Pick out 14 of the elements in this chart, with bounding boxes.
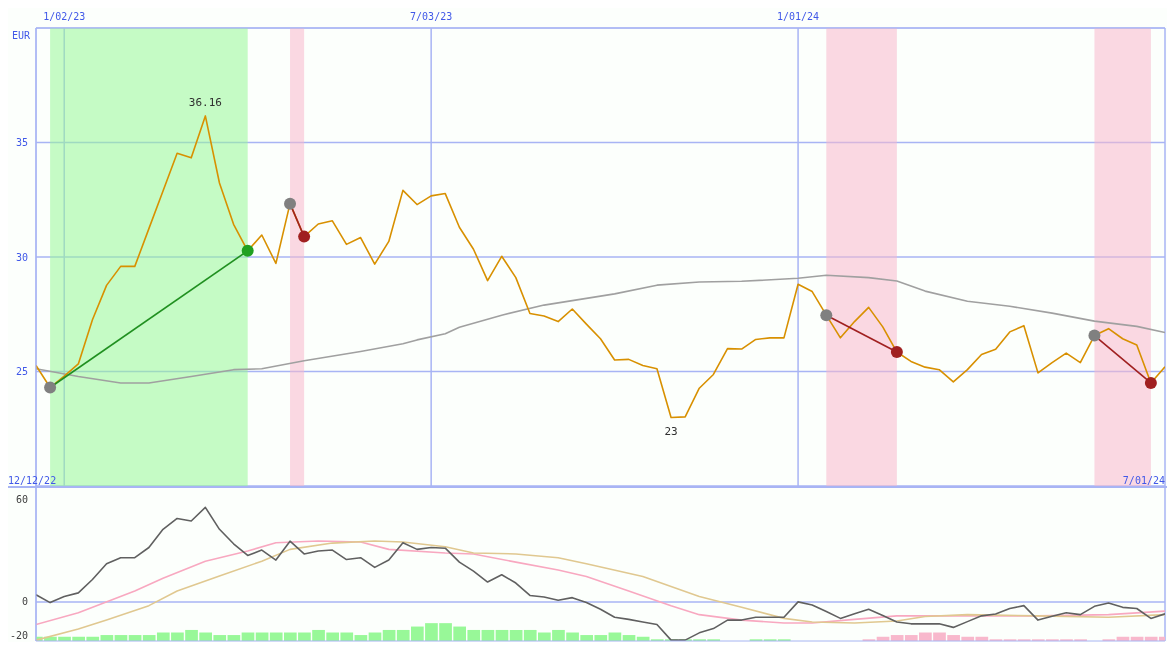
x-tick-label: 1/02/23	[43, 11, 86, 22]
annotation: 36.16	[188, 95, 222, 109]
annotation: 23	[664, 425, 678, 439]
y-tick-label: -20	[9, 630, 28, 642]
y-tick-label: 60	[15, 494, 28, 506]
x-tick-label: 1/01/24	[777, 11, 820, 22]
y-tick-label: 30	[15, 251, 28, 263]
annotation: 7/01/24	[1122, 475, 1165, 486]
y-tick-label: 0	[21, 596, 28, 608]
y-tick-label: 35	[15, 137, 28, 149]
x-tick-label: 7/03/23	[410, 11, 453, 22]
y-tick-label: 25	[15, 366, 28, 378]
annotation: 12/12/22	[8, 475, 57, 486]
y-axis-title: EUR	[12, 30, 32, 42]
